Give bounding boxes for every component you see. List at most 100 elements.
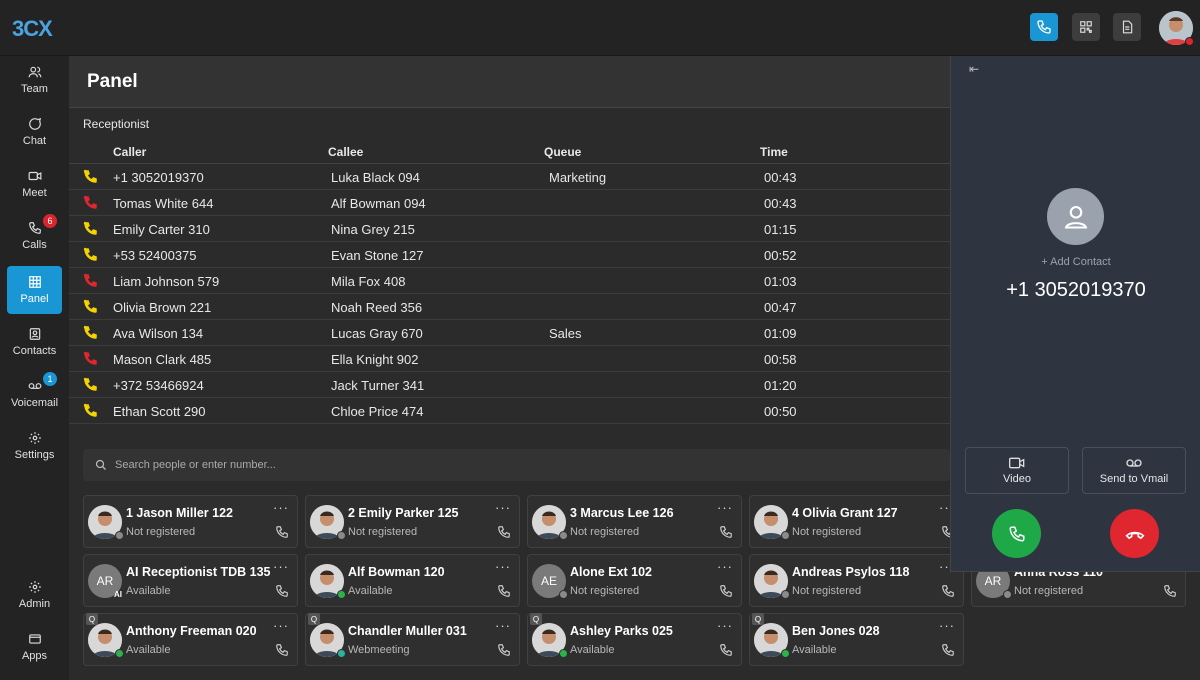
search-bar[interactable]: Search people or enter number... bbox=[83, 449, 950, 481]
contact-status: Webmeeting bbox=[348, 644, 410, 656]
contact-name: Andreas Psylos 118 bbox=[792, 565, 910, 579]
contact-card[interactable]: Q Ben Jones 028 Available ··· bbox=[749, 613, 964, 666]
call-icon[interactable] bbox=[719, 525, 733, 539]
column-queue[interactable]: Queue bbox=[544, 145, 582, 159]
call-icon[interactable] bbox=[497, 525, 511, 539]
sidebar-item-settings[interactable]: Settings bbox=[7, 422, 62, 470]
sidebar-item-chat[interactable]: Chat bbox=[7, 108, 62, 156]
collapse-icon[interactable]: ⇤ bbox=[969, 62, 980, 76]
contact-card[interactable]: 2 Emily Parker 125 Not registered ··· bbox=[305, 495, 520, 548]
team-icon bbox=[28, 66, 41, 78]
qr-code-icon bbox=[1080, 21, 1092, 33]
column-time[interactable]: Time bbox=[760, 145, 788, 159]
presence-dot bbox=[337, 590, 346, 599]
sidebar-item-meet[interactable]: Meet bbox=[7, 160, 62, 208]
column-caller[interactable]: Caller bbox=[113, 145, 147, 159]
video-camera-icon bbox=[28, 171, 41, 181]
answer-call-button[interactable] bbox=[992, 509, 1041, 558]
softphone-button[interactable] bbox=[1030, 13, 1058, 41]
table-row[interactable]: +372 53466924 Jack Turner 341 01:20 bbox=[69, 372, 950, 398]
table-row[interactable]: Olivia Brown 221 Noah Reed 356 00:47 bbox=[69, 294, 950, 320]
more-options-icon[interactable]: ··· bbox=[717, 559, 733, 574]
call-icon[interactable] bbox=[275, 525, 289, 539]
sidebar-item-label: Admin bbox=[18, 598, 51, 610]
table-row[interactable]: Ava Wilson 134 Lucas Gray 670 Sales 01:09 bbox=[69, 320, 950, 346]
presence-dot bbox=[781, 649, 790, 658]
table-row[interactable]: Mason Clark 485 Ella Knight 902 00:58 bbox=[69, 346, 950, 372]
send-to-voicemail-button[interactable]: Send to Vmail bbox=[1082, 447, 1186, 494]
contact-card[interactable]: Alf Bowman 120 Available ··· bbox=[305, 554, 520, 607]
table-row[interactable]: Emily Carter 310 Nina Grey 215 01:15 bbox=[69, 216, 950, 242]
call-icon[interactable] bbox=[497, 643, 511, 657]
search-input[interactable]: Search people or enter number... bbox=[115, 459, 276, 471]
call-icon[interactable] bbox=[275, 643, 289, 657]
call-icon[interactable] bbox=[941, 643, 955, 657]
more-options-icon[interactable]: ··· bbox=[495, 618, 511, 633]
sidebar-item-voicemail[interactable]: Voicemail 1 bbox=[7, 370, 62, 418]
phone-icon bbox=[1037, 20, 1051, 34]
sidebar-item-apps[interactable]: Apps bbox=[7, 623, 62, 671]
more-options-icon[interactable]: ··· bbox=[717, 618, 733, 633]
sidebar-item-panel[interactable]: Panel bbox=[7, 266, 62, 314]
video-button[interactable]: Video bbox=[965, 447, 1069, 494]
table-row[interactable]: Tomas White 644 Alf Bowman 094 00:43 bbox=[69, 190, 950, 216]
sidebar-item-admin[interactable]: Admin bbox=[7, 571, 62, 619]
contact-name: Chandler Muller 031 bbox=[348, 624, 467, 638]
app-logo[interactable]: 3CX bbox=[12, 16, 53, 41]
contact-card[interactable]: 3 Marcus Lee 126 Not registered ··· bbox=[527, 495, 742, 548]
contact-card[interactable]: AE Alone Ext 102 Not registered ··· bbox=[527, 554, 742, 607]
voicemail-badge: 1 bbox=[43, 372, 57, 386]
callee-cell: Lucas Gray 670 bbox=[331, 326, 423, 341]
column-callee[interactable]: Callee bbox=[328, 145, 364, 159]
user-status-dot bbox=[1185, 37, 1194, 46]
notes-button[interactable] bbox=[1113, 13, 1141, 41]
more-options-icon[interactable]: ··· bbox=[273, 618, 289, 633]
table-row[interactable]: +1 3052019370 Luka Black 094 Marketing 00:4… bbox=[69, 164, 950, 190]
contact-card[interactable]: Q Ashley Parks 025 Available ··· bbox=[527, 613, 742, 666]
contact-status: Available bbox=[792, 644, 837, 656]
grid-icon bbox=[28, 276, 41, 288]
table-row[interactable]: Ethan Scott 290 Chloe Price 474 00:50 bbox=[69, 398, 950, 424]
contact-card[interactable]: 1 Jason Miller 122 Not registered ··· bbox=[83, 495, 298, 548]
time-cell: 00:43 bbox=[764, 196, 797, 211]
table-row[interactable]: Liam Johnson 579 Mila Fox 408 01:03 bbox=[69, 268, 950, 294]
contact-name: Alf Bowman 120 bbox=[348, 565, 445, 579]
call-icon[interactable] bbox=[497, 584, 511, 598]
user-avatar[interactable] bbox=[1159, 11, 1193, 45]
phone-icon bbox=[83, 195, 97, 209]
more-options-icon[interactable]: ··· bbox=[495, 559, 511, 574]
decline-call-button[interactable] bbox=[1110, 509, 1159, 558]
callee-cell: Noah Reed 356 bbox=[331, 300, 423, 315]
contact-card[interactable]: AR AI AI Receptionist TDB 135 Available ··· bbox=[83, 554, 298, 607]
time-cell: 01:20 bbox=[764, 378, 797, 393]
more-options-icon[interactable]: ··· bbox=[273, 500, 289, 515]
sidebar-item-contacts[interactable]: Contacts bbox=[7, 318, 62, 366]
more-options-icon[interactable]: ··· bbox=[495, 500, 511, 515]
contact-card[interactable]: Andreas Psylos 118 Not registered ··· bbox=[749, 554, 964, 607]
caller-cell: +1 3052019370 bbox=[113, 170, 204, 185]
call-icon[interactable] bbox=[719, 584, 733, 598]
callee-cell: Mila Fox 408 bbox=[331, 274, 406, 289]
table-row[interactable]: +53 52400375 Evan Stone 127 00:52 bbox=[69, 242, 950, 268]
call-icon[interactable] bbox=[941, 584, 955, 598]
call-icon[interactable] bbox=[1163, 584, 1177, 598]
more-options-icon[interactable]: ··· bbox=[717, 500, 733, 515]
time-cell: 00:52 bbox=[764, 248, 797, 263]
callee-cell: Chloe Price 474 bbox=[331, 404, 424, 419]
contact-card[interactable]: Q Chandler Muller 031 Webmeeting ··· bbox=[305, 613, 520, 666]
sidebar-item-calls[interactable]: Calls 6 bbox=[7, 212, 62, 260]
more-options-icon[interactable]: ··· bbox=[939, 618, 955, 633]
contact-card[interactable]: Q Anthony Freeman 020 Available ··· bbox=[83, 613, 298, 666]
qr-code-button[interactable] bbox=[1072, 13, 1100, 41]
contact-avatar bbox=[310, 623, 344, 657]
phone-icon bbox=[28, 222, 41, 234]
call-icon[interactable] bbox=[275, 584, 289, 598]
sidebar-item-team[interactable]: Team bbox=[7, 56, 62, 104]
sidebar-item-label: Settings bbox=[14, 449, 55, 461]
call-icon[interactable] bbox=[719, 643, 733, 657]
contact-card[interactable]: 4 Olivia Grant 127 Not registered ··· bbox=[749, 495, 964, 548]
contact-status: Not registered bbox=[126, 526, 196, 538]
more-options-icon[interactable]: ··· bbox=[273, 559, 289, 574]
contact-name: AI Receptionist TDB 135 bbox=[126, 565, 271, 579]
add-contact-link[interactable]: + Add Contact bbox=[1041, 256, 1111, 268]
